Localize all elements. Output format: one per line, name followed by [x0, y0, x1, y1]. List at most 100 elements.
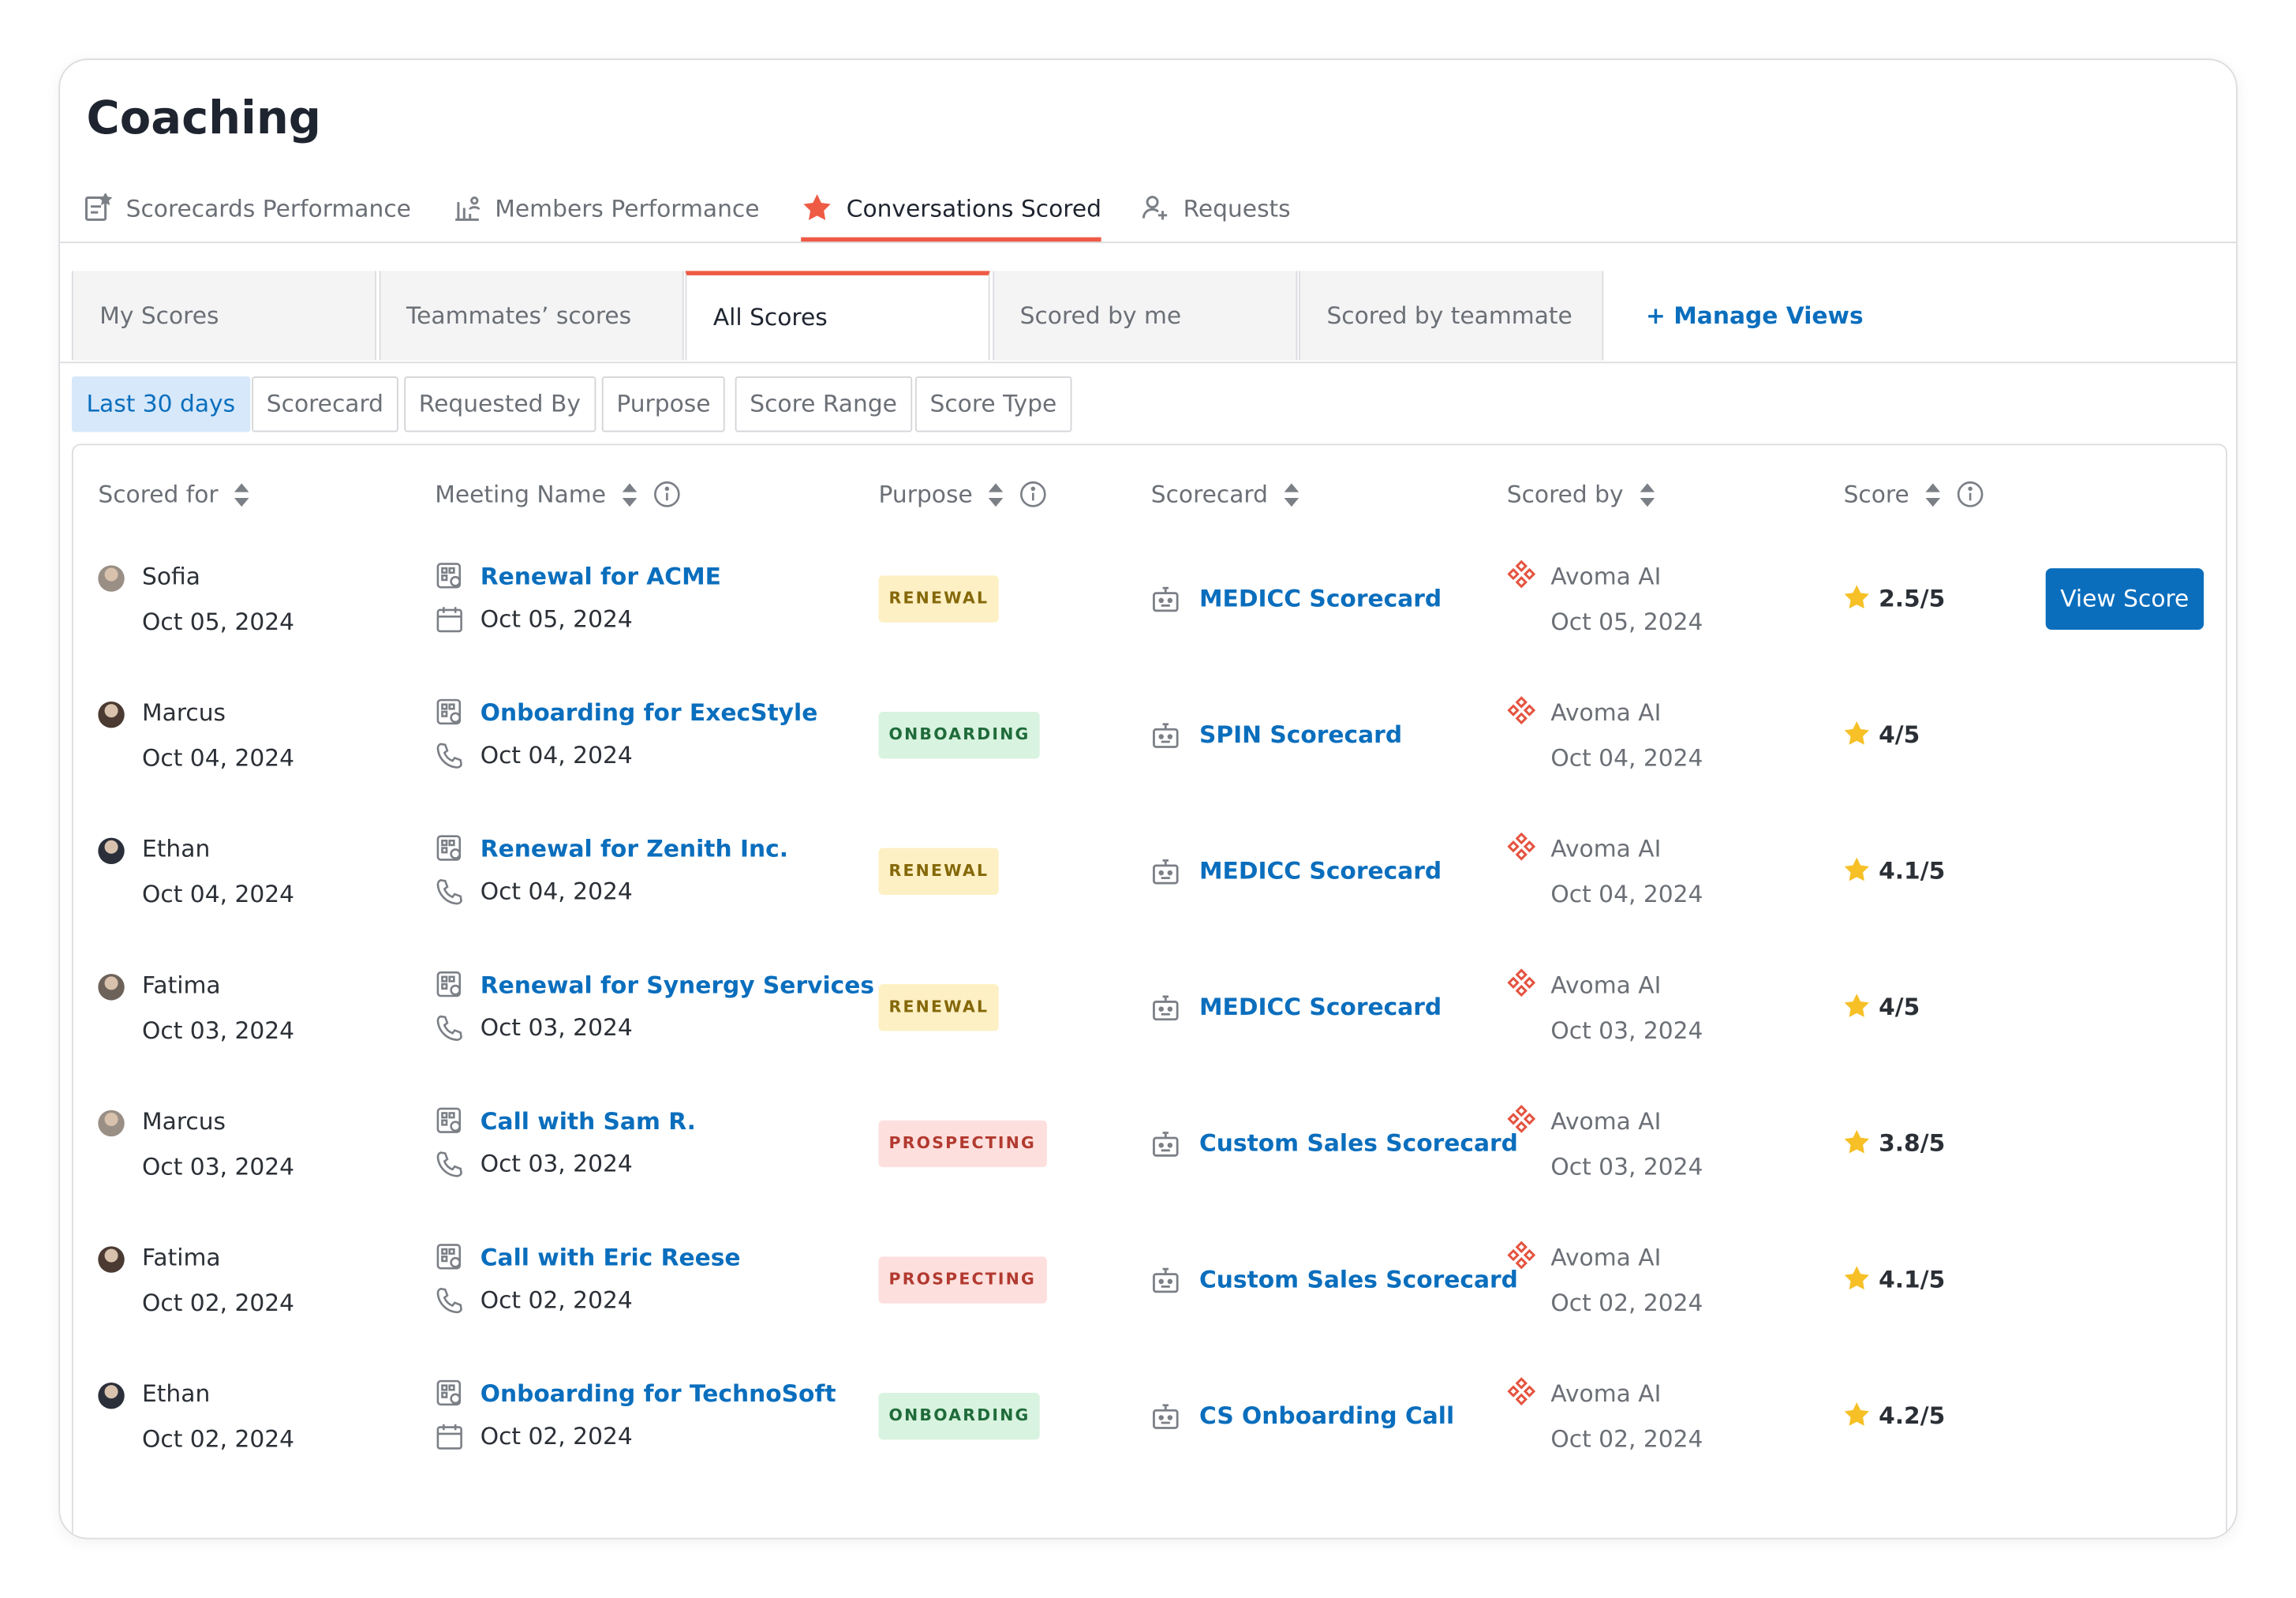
- scored-for-name: Marcus: [142, 698, 226, 727]
- date-icon-part: [437, 607, 462, 618]
- sort-icon-part: [1925, 482, 1940, 507]
- column-header[interactable]: Scorecard: [1151, 481, 1300, 508]
- ai-icon-part: [1507, 1105, 1536, 1133]
- view-tab[interactable]: All Scores: [685, 271, 990, 361]
- meeting-icon-part: [436, 835, 462, 861]
- filter-chip[interactable]: Requested By: [404, 376, 596, 432]
- ai-icon: [1507, 559, 1536, 595]
- filter-chip[interactable]: Scorecard: [252, 376, 398, 432]
- scorecard-link[interactable]: CS Onboarding Call: [1198, 1402, 1455, 1430]
- column-label: Meeting Name: [435, 480, 606, 508]
- date-icon: [435, 741, 464, 777]
- view-score-button[interactable]: View Score: [2045, 568, 2204, 631]
- tab-icon: [84, 193, 113, 223]
- meeting-icon-part: [436, 563, 462, 589]
- meeting-icon: [435, 561, 464, 597]
- scorecard-icon-part: [1153, 1001, 1179, 1021]
- ai-icon-part: [1507, 968, 1536, 997]
- star-icon: [1842, 719, 1872, 754]
- scored-by-date: Oct 03, 2024: [1550, 1016, 1703, 1045]
- view-tab[interactable]: Scored by me: [992, 271, 1297, 361]
- scored-for-date: Oct 04, 2024: [142, 743, 295, 773]
- ai-icon: [1507, 968, 1536, 1004]
- meeting-date: Oct 02, 2024: [480, 1422, 633, 1450]
- filter-chip[interactable]: Purpose: [601, 376, 726, 432]
- tab-icon: [801, 192, 833, 224]
- meeting-link[interactable]: Onboarding for ExecStyle: [480, 698, 818, 727]
- meeting-icon-part: [448, 1112, 455, 1119]
- scorecard-link[interactable]: SPIN Scorecard: [1198, 720, 1403, 749]
- column-header[interactable]: Score: [1844, 481, 1984, 508]
- scored-for-date: Oct 02, 2024: [142, 1289, 295, 1317]
- nav-tab[interactable]: Scorecards Performance: [84, 189, 411, 226]
- meeting-link[interactable]: Renewal for Zenith Inc.: [480, 834, 789, 863]
- filter-chip[interactable]: Score Type: [914, 376, 1071, 432]
- column-header[interactable]: Scored by: [1507, 481, 1656, 508]
- view-tab[interactable]: My Scores: [71, 271, 376, 361]
- purpose-tag: ONBOARDING: [878, 711, 1041, 759]
- meeting-link[interactable]: Renewal for ACME: [480, 562, 721, 590]
- nav-tab[interactable]: Members Performance: [452, 189, 760, 226]
- scorecard-icon-part: [1162, 723, 1169, 730]
- meeting-icon-part: [441, 1256, 448, 1263]
- date-icon: [435, 1422, 464, 1458]
- meeting-icon-part: [436, 1379, 462, 1406]
- scorecard-icon: [1151, 720, 1180, 756]
- column-header[interactable]: Purpose: [879, 481, 1048, 508]
- scorecard-icon: [1151, 857, 1180, 893]
- scorecard-icon-part: [1158, 1278, 1164, 1285]
- meeting-icon-part: [441, 567, 448, 574]
- filter-chip[interactable]: Score Range: [735, 376, 912, 432]
- avatar: [98, 1110, 125, 1137]
- scored-by-date: Oct 05, 2024: [1550, 608, 1703, 636]
- scorecard-icon-part: [1167, 734, 1173, 739]
- column-header[interactable]: Meeting Name: [435, 481, 680, 508]
- view-tab[interactable]: Scored by teammate: [1299, 271, 1604, 361]
- manage-views[interactable]: + Manage Views: [1646, 301, 1864, 330]
- view-tab[interactable]: Teammates’ scores: [378, 271, 683, 361]
- nav-tab[interactable]: Requests: [1141, 189, 1291, 226]
- ai-icon-part: [1507, 968, 1536, 997]
- star-icon-part: [1844, 1129, 1869, 1154]
- scorecard-link[interactable]: MEDICC Scorecard: [1198, 856, 1442, 885]
- scored-for-name: Sofia: [142, 562, 200, 590]
- meeting-link[interactable]: Onboarding for TechnoSoft: [480, 1379, 836, 1408]
- meeting-icon-part: [436, 971, 462, 997]
- info-icon-part: [664, 486, 669, 492]
- scorecard-link[interactable]: Custom Sales Scorecard: [1198, 1265, 1518, 1293]
- meeting-icon: [435, 1242, 464, 1278]
- meeting-link[interactable]: Call with Eric Reese: [480, 1243, 741, 1271]
- scorecard-link[interactable]: Custom Sales Scorecard: [1198, 1128, 1518, 1158]
- info-icon-part: [653, 481, 680, 507]
- sort-icon: [1638, 481, 1655, 507]
- score: 4/5: [1879, 993, 1920, 1021]
- star-icon-part: [1844, 1266, 1869, 1290]
- column-header[interactable]: Scored for: [98, 481, 250, 508]
- divider: [60, 361, 2236, 364]
- purpose-tag: PROSPECTING: [878, 1120, 1047, 1168]
- meeting-date: Oct 05, 2024: [480, 604, 633, 633]
- scored-for-date: Oct 03, 2024: [142, 1152, 295, 1181]
- scored-for-name: Marcus: [142, 1107, 226, 1136]
- meeting-link[interactable]: Call with Sam R.: [480, 1107, 696, 1136]
- meeting-icon-part: [441, 847, 448, 854]
- scorecard-icon-part: [1167, 1415, 1173, 1420]
- nav-tab[interactable]: Conversations Scored: [801, 189, 1101, 242]
- scorecard-link[interactable]: MEDICC Scorecard: [1198, 993, 1442, 1021]
- avatar: [98, 974, 125, 1001]
- sort-icon-part: [234, 482, 249, 507]
- info-icon-part: [1957, 481, 1984, 507]
- meeting-icon-part: [448, 839, 455, 847]
- star-icon-part: [1844, 857, 1869, 881]
- scorecard-link[interactable]: MEDICC Scorecard: [1198, 584, 1442, 612]
- meeting-icon-part: [436, 1244, 462, 1270]
- filter-chip[interactable]: Last 30 days: [71, 376, 250, 432]
- tab-icon: [1141, 193, 1170, 223]
- meeting-icon-part: [441, 1384, 448, 1391]
- scorecard-icon-part: [1167, 597, 1173, 604]
- scorecard-icon-part: [1153, 586, 1179, 612]
- meeting-link[interactable]: Renewal for Synergy Services: [480, 971, 875, 999]
- ai-icon-part: [1507, 559, 1536, 589]
- date-icon-part: [436, 879, 462, 905]
